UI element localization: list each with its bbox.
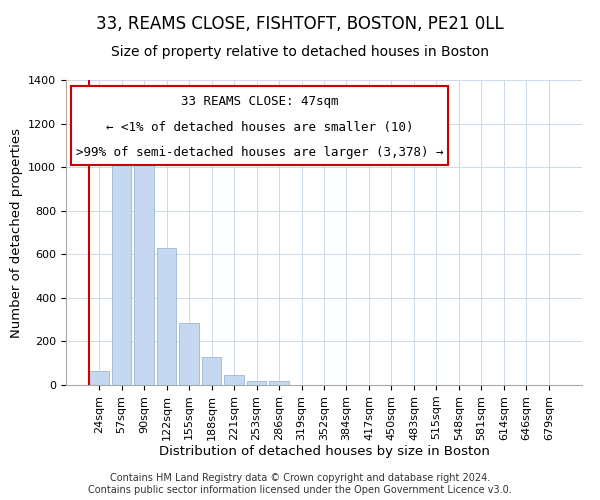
Text: Size of property relative to detached houses in Boston: Size of property relative to detached ho… bbox=[111, 45, 489, 59]
Text: 33, REAMS CLOSE, FISHTOFT, BOSTON, PE21 0LL: 33, REAMS CLOSE, FISHTOFT, BOSTON, PE21 … bbox=[96, 15, 504, 33]
Text: >99% of semi-detached houses are larger (3,378) →: >99% of semi-detached houses are larger … bbox=[76, 146, 443, 159]
FancyBboxPatch shape bbox=[71, 86, 448, 166]
Bar bbox=[112, 152, 131, 385]
Text: 33 REAMS CLOSE: 47sqm: 33 REAMS CLOSE: 47sqm bbox=[181, 95, 338, 108]
X-axis label: Distribution of detached houses by size in Boston: Distribution of detached houses by size … bbox=[158, 446, 490, 458]
Bar bbox=[89, 371, 109, 385]
Bar bbox=[247, 380, 266, 385]
Bar bbox=[134, 134, 154, 385]
Bar bbox=[179, 323, 199, 385]
Bar bbox=[224, 374, 244, 385]
Bar bbox=[157, 248, 176, 385]
Text: Contains HM Land Registry data © Crown copyright and database right 2024.
Contai: Contains HM Land Registry data © Crown c… bbox=[88, 474, 512, 495]
Bar bbox=[269, 380, 289, 385]
Y-axis label: Number of detached properties: Number of detached properties bbox=[10, 128, 23, 338]
Bar bbox=[202, 356, 221, 385]
Text: ← <1% of detached houses are smaller (10): ← <1% of detached houses are smaller (10… bbox=[106, 120, 413, 134]
